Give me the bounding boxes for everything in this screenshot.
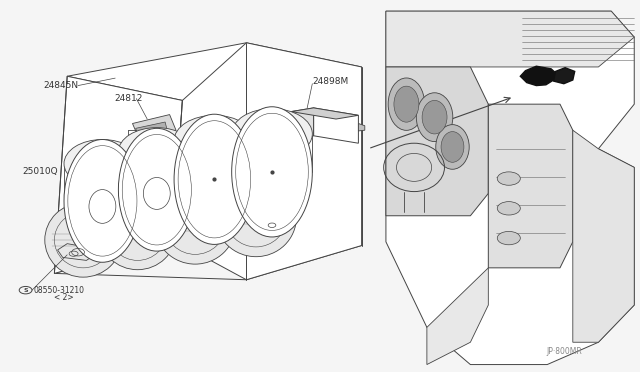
Polygon shape xyxy=(284,115,292,126)
Ellipse shape xyxy=(174,114,255,244)
Text: 24898M: 24898M xyxy=(312,77,349,86)
Ellipse shape xyxy=(436,125,469,169)
Text: JP·800MR: JP·800MR xyxy=(547,347,582,356)
Polygon shape xyxy=(488,104,573,268)
Text: 24845N: 24845N xyxy=(44,81,79,90)
Polygon shape xyxy=(386,67,488,216)
Ellipse shape xyxy=(394,86,419,122)
Ellipse shape xyxy=(416,93,453,142)
Circle shape xyxy=(497,202,520,215)
Circle shape xyxy=(497,172,520,185)
Polygon shape xyxy=(386,11,634,365)
Text: 08550-31210: 08550-31210 xyxy=(33,286,84,295)
Text: 24812: 24812 xyxy=(114,94,142,103)
Circle shape xyxy=(497,231,520,245)
Ellipse shape xyxy=(118,128,195,176)
Polygon shape xyxy=(427,268,488,365)
Polygon shape xyxy=(132,115,176,138)
Polygon shape xyxy=(386,11,634,67)
Ellipse shape xyxy=(216,179,296,257)
Ellipse shape xyxy=(45,203,122,277)
Ellipse shape xyxy=(388,78,425,130)
Polygon shape xyxy=(520,66,557,86)
Ellipse shape xyxy=(99,195,176,270)
Ellipse shape xyxy=(232,109,312,159)
Text: < 2>: < 2> xyxy=(54,293,74,302)
Text: S: S xyxy=(23,288,28,293)
Ellipse shape xyxy=(155,186,236,264)
Ellipse shape xyxy=(232,107,312,237)
Polygon shape xyxy=(358,124,365,131)
Polygon shape xyxy=(291,108,314,140)
Polygon shape xyxy=(573,130,634,342)
Polygon shape xyxy=(136,122,168,138)
Polygon shape xyxy=(314,108,358,143)
Polygon shape xyxy=(291,108,358,119)
Text: 25010Q: 25010Q xyxy=(22,167,58,176)
Ellipse shape xyxy=(118,128,195,251)
Ellipse shape xyxy=(64,140,141,188)
Ellipse shape xyxy=(441,132,464,162)
Ellipse shape xyxy=(422,100,447,134)
Polygon shape xyxy=(54,76,182,273)
Polygon shape xyxy=(67,43,362,100)
Polygon shape xyxy=(173,43,362,280)
Ellipse shape xyxy=(64,140,141,262)
Polygon shape xyxy=(554,68,575,84)
Ellipse shape xyxy=(174,115,255,166)
